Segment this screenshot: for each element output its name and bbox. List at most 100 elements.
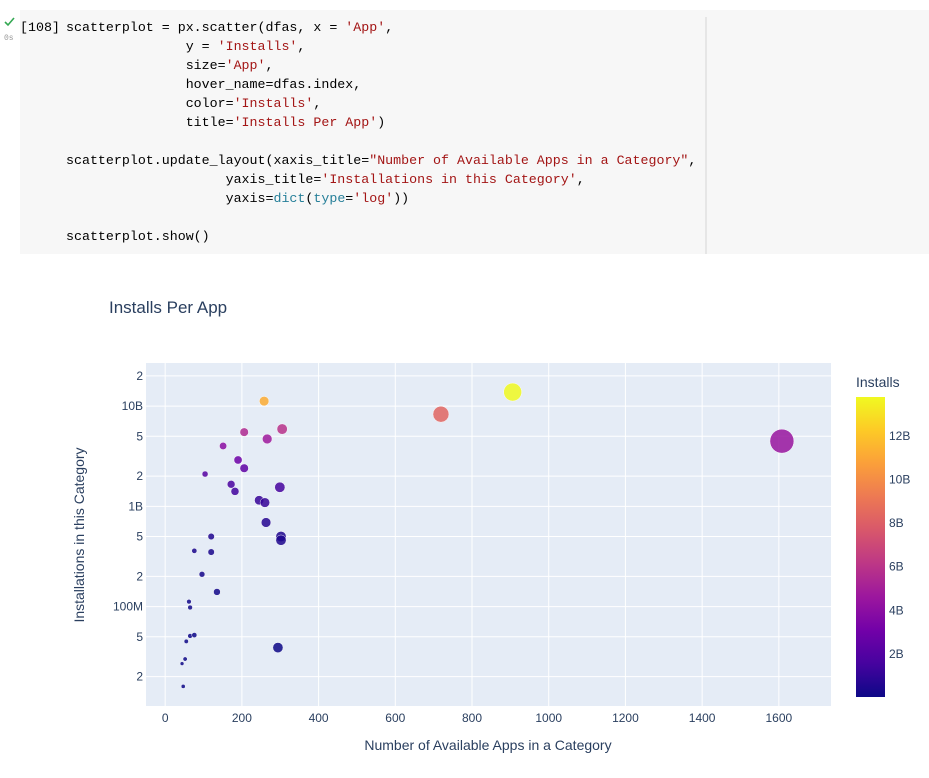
code-token: scatterplot = px.scatter(dfas, x = bbox=[66, 20, 345, 35]
colorbar-tick-label: 6B bbox=[889, 560, 904, 574]
code-token: scatterplot.show() bbox=[66, 229, 210, 244]
point bbox=[191, 547, 198, 554]
x-tick-label: 400 bbox=[309, 711, 329, 725]
code-token: 'App' bbox=[345, 20, 385, 35]
point bbox=[276, 423, 288, 435]
x-tick-label: 600 bbox=[385, 711, 405, 725]
code-token: scatterplot.update_layout(xaxis_title= bbox=[66, 153, 369, 168]
point bbox=[769, 428, 795, 454]
code-token: ( bbox=[305, 191, 313, 206]
code-token: 'log' bbox=[353, 191, 393, 206]
y-tick-label: 2 bbox=[136, 469, 143, 483]
colorbar bbox=[856, 397, 885, 697]
code-token: 'Installs' bbox=[218, 39, 298, 54]
y-axis-title: Installations in this Category bbox=[71, 447, 87, 622]
code-line: title='Installs Per App') bbox=[66, 115, 385, 130]
y-tick-label: 10B bbox=[122, 399, 143, 413]
code-token: type bbox=[313, 191, 345, 206]
chart-title: Installs Per App bbox=[109, 298, 227, 317]
point bbox=[239, 463, 249, 473]
x-tick-label: 0 bbox=[162, 711, 169, 725]
code-token: ) bbox=[377, 115, 385, 130]
code-line: yaxis_title='Installations in this Categ… bbox=[66, 172, 585, 187]
point bbox=[179, 661, 185, 666]
y-tick-label: 100M bbox=[113, 600, 143, 614]
code-line: scatterplot = px.scatter(dfas, x = 'App'… bbox=[66, 20, 393, 35]
point bbox=[432, 405, 450, 423]
point bbox=[198, 571, 206, 578]
point bbox=[207, 548, 215, 556]
point bbox=[262, 433, 273, 445]
code-token: , bbox=[313, 96, 321, 111]
run-time: 0s bbox=[4, 34, 14, 43]
execution-count: [108] bbox=[20, 20, 60, 35]
run-status-icon bbox=[4, 17, 15, 27]
colorbar-tick-label: 12B bbox=[889, 429, 910, 443]
point bbox=[239, 427, 249, 437]
point bbox=[233, 455, 243, 465]
point bbox=[274, 481, 286, 493]
point bbox=[259, 396, 270, 407]
x-tick-label: 200 bbox=[232, 711, 252, 725]
point bbox=[187, 604, 193, 611]
code-token: 'Installs Per App' bbox=[234, 115, 378, 130]
code-cell: 0s [108] scatterplot = px.scatter(dfas, … bbox=[4, 10, 929, 254]
plot-area bbox=[146, 363, 831, 706]
code-line: scatterplot.show() bbox=[66, 229, 210, 244]
colorbar-tick-label: 10B bbox=[889, 473, 910, 487]
point bbox=[201, 470, 209, 478]
point bbox=[191, 632, 198, 638]
point bbox=[275, 534, 287, 546]
point bbox=[272, 642, 284, 653]
point bbox=[503, 382, 522, 402]
code-line: size='App', bbox=[66, 58, 273, 73]
code-token: 'App' bbox=[226, 58, 266, 73]
code-token: dict bbox=[273, 191, 305, 206]
code-token: , bbox=[577, 172, 585, 187]
x-tick-label: 800 bbox=[462, 711, 482, 725]
point bbox=[180, 684, 186, 689]
code-token: , bbox=[385, 20, 393, 35]
code-line: y = 'Installs', bbox=[66, 39, 305, 54]
code-token: 'Installs' bbox=[234, 96, 314, 111]
code-token: "Number of Available Apps in a Category" bbox=[369, 153, 688, 168]
code-line: hover_name=dfas.index, bbox=[66, 77, 361, 92]
code-token: yaxis= bbox=[66, 191, 273, 206]
code-line: color='Installs', bbox=[66, 96, 321, 111]
colorbar-tick-label: 8B bbox=[889, 516, 904, 530]
y-tick-label: 1B bbox=[128, 499, 143, 513]
code-token: yaxis_title= bbox=[66, 172, 321, 187]
code-token: 'Installations in this Category' bbox=[321, 172, 576, 187]
colorbar-title: Installs bbox=[856, 374, 900, 390]
x-tick-label: 1400 bbox=[689, 711, 716, 725]
code-background bbox=[20, 10, 929, 254]
x-tick-label: 1000 bbox=[535, 711, 562, 725]
x-tick-label: 1200 bbox=[612, 711, 639, 725]
code-line: scatterplot.update_layout(xaxis_title="N… bbox=[66, 153, 696, 168]
chart: Installs Per App Number of Available App… bbox=[71, 298, 910, 753]
colorbar-tick-label: 2B bbox=[889, 647, 904, 661]
y-tick-label: 5 bbox=[136, 429, 143, 443]
code-token: , bbox=[297, 39, 305, 54]
colorbar-tick-label: 4B bbox=[889, 603, 904, 617]
code-token: color= bbox=[66, 96, 234, 111]
code-lines: scatterplot = px.scatter(dfas, x = 'App'… bbox=[66, 20, 696, 244]
point bbox=[260, 517, 272, 528]
y-tick-label: 2 bbox=[136, 670, 143, 684]
code-token: size= bbox=[66, 58, 226, 73]
code-token: title= bbox=[66, 115, 234, 130]
point bbox=[182, 656, 188, 662]
code-token: )) bbox=[393, 191, 409, 206]
code-token: y = bbox=[66, 39, 218, 54]
code-token: hover_name=dfas.index, bbox=[66, 77, 361, 92]
code-line: yaxis=dict(type='log')) bbox=[66, 191, 409, 206]
y-tick-label: 5 bbox=[136, 530, 143, 544]
code-token: = bbox=[345, 191, 353, 206]
point bbox=[230, 487, 240, 496]
code-token: , bbox=[688, 153, 696, 168]
y-tick-label: 2 bbox=[136, 569, 143, 583]
point bbox=[207, 532, 215, 541]
point bbox=[259, 497, 270, 508]
y-tick-label: 2 bbox=[136, 369, 143, 383]
